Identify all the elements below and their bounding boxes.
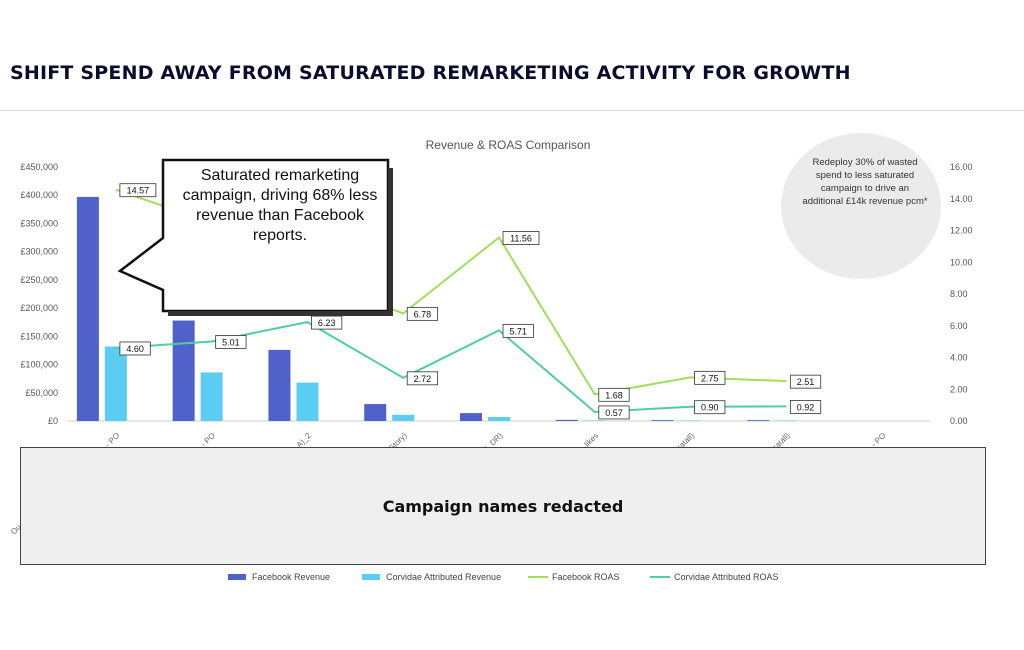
roas-label: 0.92 (797, 402, 815, 412)
left-axis-tick-label: £450,000 (20, 162, 58, 172)
left-axis-tick-label: £150,000 (20, 331, 58, 341)
left-axis-tick-label: £100,000 (20, 360, 58, 370)
roas-label-box (789, 374, 822, 389)
corvidae-revenue-bar (583, 420, 606, 421)
roas-label: 5.71 (509, 326, 527, 336)
legend-swatch (228, 574, 246, 580)
roas-label-box (694, 400, 726, 415)
left-axis-tick-label: £0 (48, 416, 58, 426)
roas-label-box (406, 371, 439, 386)
title-divider (0, 110, 1024, 111)
right-axis: 0.00 2.00 4.00 6.00 8.00 10.00 12.00 14.00 16.00 (950, 162, 973, 426)
roas-label-box (119, 341, 151, 356)
roas-label: 14.57 (127, 186, 150, 196)
recommendation-bubble (781, 133, 941, 279)
right-axis-tick-label: 6.00 (950, 321, 968, 331)
left-axis-tick-label: £250,000 (20, 275, 58, 285)
roas-label: 5.01 (222, 337, 240, 347)
roas-label: 1.68 (605, 390, 623, 400)
slide-title: SHIFT SPEND AWAY FROM SATURATED REMARKET… (10, 62, 851, 84)
left-axis-tick-label: £200,000 (20, 303, 58, 313)
roas-label: 2.72 (414, 374, 432, 384)
right-axis-tick-label: 16.00 (950, 162, 973, 172)
left-axis-tick-label: £350,000 (20, 218, 58, 228)
roas-label-box (406, 306, 439, 321)
left-axis-tick-label: £50,000 (25, 388, 58, 398)
corvidae-revenue-bar (296, 382, 319, 421)
roas-label-box (598, 405, 630, 420)
roas-labels: 14.57 6.78 11.56 1.68 2.75 2.51 4.60 5.01 6.23 2.… (119, 183, 822, 420)
corvidae-revenue-bar (392, 414, 415, 421)
corvidae-revenue-bar (488, 417, 510, 421)
legend-label: Facebook Revenue (252, 572, 330, 582)
facebook-revenue-bar (268, 349, 291, 421)
corvidae-revenue-bar (200, 372, 223, 421)
redaction-box: Campaign names redacted (20, 447, 986, 565)
corvidae-revenue-bar (679, 420, 702, 421)
roas-label-box (215, 335, 247, 349)
left-axis: £0 £50,000 £100,000 £150,000 £200,000 £250,00… (20, 162, 58, 426)
callout-shadow-bottom (168, 311, 393, 316)
roas-label: 0.57 (605, 408, 623, 418)
roas-label: 6.78 (414, 309, 432, 319)
roas-label: 6.23 (318, 318, 336, 328)
legend: Facebook Revenue Corvidae Attributed Reve… (228, 572, 779, 582)
facebook-revenue-bar (364, 404, 387, 421)
bubble-text: Redeploy 30% of wasted spend to less sat… (802, 157, 928, 207)
legend-label: Corvidae Attributed Revenue (386, 572, 501, 582)
roas-label-box (119, 183, 157, 198)
right-axis-tick-label: 8.00 (950, 289, 968, 299)
roas-label-box (311, 315, 343, 330)
facebook-revenue-bar (172, 320, 195, 421)
facebook-revenue-bar (555, 419, 578, 421)
roas-label-box (694, 370, 726, 385)
right-axis-tick-label: 14.00 (950, 194, 973, 204)
redaction-label: Campaign names redacted (382, 496, 624, 516)
right-axis-tick-label: 2.00 (950, 384, 968, 394)
roas-label-box (789, 399, 822, 414)
right-axis-tick-label: 12.00 (950, 226, 973, 236)
roas-label: 11.56 (510, 233, 532, 243)
facebook-revenue-bar (76, 196, 99, 421)
roas-label-box (502, 231, 540, 245)
legend-swatch (362, 574, 380, 580)
corvidae-revenue-bar (104, 346, 127, 421)
chart-title: Revenue & ROAS Comparison (426, 138, 591, 152)
roas-label-box (502, 323, 534, 338)
facebook-revenue-bar (747, 420, 770, 421)
legend-label: Facebook ROAS (552, 572, 620, 582)
right-axis-tick-label: 0.00 (950, 416, 968, 426)
right-axis-tick-label: 4.00 (950, 353, 968, 363)
legend-label: Corvidae Attributed ROAS (674, 572, 779, 582)
roas-label: 2.51 (797, 377, 815, 387)
roas-label: 4.60 (126, 344, 144, 354)
roas-label: 2.75 (701, 373, 719, 383)
callout-text: Saturated remarketing campaign, driving … (182, 167, 378, 244)
left-axis-tick-label: £400,000 (20, 190, 58, 200)
corvidae-revenue-bar (775, 420, 798, 421)
callout-shadow (388, 168, 393, 316)
right-axis-tick-label: 10.00 (950, 257, 973, 267)
facebook-revenue-bar (460, 413, 482, 421)
facebook-revenue-bar (651, 420, 674, 421)
bars (76, 196, 798, 421)
roas-label-box (598, 387, 630, 402)
roas-label: 0.90 (701, 403, 719, 413)
left-axis-tick-label: £300,000 (20, 247, 58, 257)
